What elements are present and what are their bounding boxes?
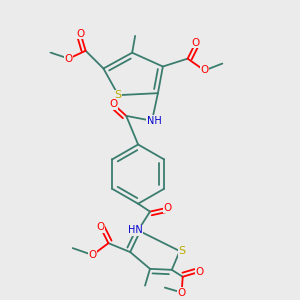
Text: S: S: [178, 246, 185, 256]
Text: O: O: [64, 54, 73, 64]
Text: O: O: [200, 65, 208, 76]
Text: NH: NH: [147, 116, 161, 126]
Text: O: O: [109, 99, 118, 109]
Text: S: S: [115, 90, 122, 100]
Text: methyl: methyl: [49, 52, 53, 53]
Text: O: O: [76, 29, 85, 39]
Text: O: O: [178, 287, 186, 298]
Text: HN: HN: [128, 225, 142, 236]
Text: O: O: [88, 250, 97, 260]
Text: O: O: [164, 203, 172, 213]
Text: O: O: [195, 267, 204, 277]
Text: O: O: [96, 222, 105, 233]
Text: O: O: [191, 38, 200, 48]
